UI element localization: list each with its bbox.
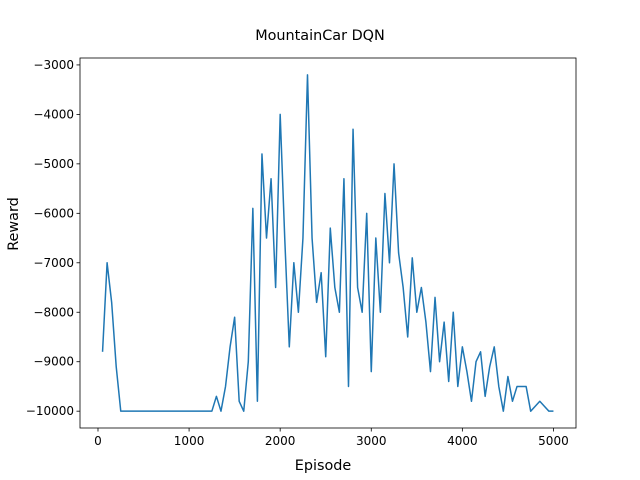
y-tick-label: −9000 — [33, 355, 74, 369]
y-tick-label: −5000 — [33, 157, 74, 171]
x-tick-label: 4000 — [447, 434, 478, 448]
y-tick-label: −7000 — [33, 256, 74, 270]
x-tick-label: 3000 — [356, 434, 387, 448]
chart-title: MountainCar DQN — [255, 28, 385, 44]
y-tick-label: −10000 — [26, 404, 74, 418]
y-tick-label: −4000 — [33, 107, 74, 121]
x-axis-label: Episode — [295, 458, 352, 474]
y-tick-label: −6000 — [33, 206, 74, 220]
x-tick-label: 2000 — [265, 434, 296, 448]
x-tick-label: 1000 — [174, 434, 205, 448]
x-tick-label: 0 — [94, 434, 102, 448]
y-axis-label: Reward — [6, 197, 22, 251]
y-tick-label: −8000 — [33, 305, 74, 319]
data-line — [101, 74, 554, 412]
x-tick-label: 5000 — [538, 434, 569, 448]
plot-frame — [79, 57, 577, 429]
y-tick-label: −3000 — [33, 58, 74, 72]
